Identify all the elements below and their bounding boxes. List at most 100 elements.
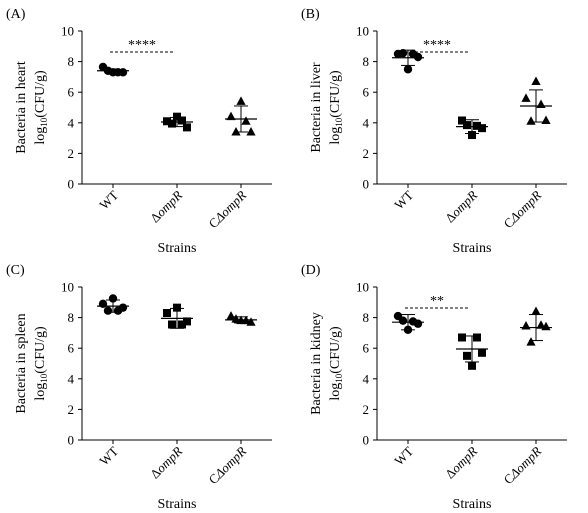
data-point-triangle xyxy=(521,321,531,330)
data-point-square xyxy=(458,116,466,125)
data-point-triangle xyxy=(521,93,531,102)
data-point-square xyxy=(468,361,476,370)
y-axis-title-line1: Bacteria in heart xyxy=(14,61,29,154)
x-tick-label: CΔompR xyxy=(206,443,250,487)
x-tick-label: WT xyxy=(96,443,121,468)
data-point-square xyxy=(458,333,466,342)
data-point-square xyxy=(473,333,481,342)
data-point-square xyxy=(183,317,191,326)
x-axis-title: Strains xyxy=(158,497,197,512)
x-tick-label: ΔompR xyxy=(442,187,480,225)
data-point-square xyxy=(463,351,471,360)
data-point-triangle xyxy=(241,116,251,125)
data-point-square xyxy=(178,320,186,329)
panel-b: (B) 0 2 4 6 8 10 WT ΔompR CΔompR Strains Bacteria i… xyxy=(301,7,567,256)
panel-c: (C) 0 2 4 6 8 10 WT ΔompR CΔompR Strains Bacteria i… xyxy=(6,263,272,512)
data-point-triangle xyxy=(226,111,236,121)
data-point-triangle xyxy=(526,337,536,346)
y-tick-label: 0 xyxy=(363,433,370,448)
panel-label: (C) xyxy=(6,263,25,278)
data-point-circle xyxy=(118,303,128,312)
panel-label: (D) xyxy=(301,263,321,278)
panel-d: (D) 0 2 4 6 8 10 WT ΔompR CΔompR Strains Bacteria i… xyxy=(301,263,567,512)
data-point-circle xyxy=(413,319,423,328)
data-point-circle xyxy=(103,306,113,315)
y-tick-label: 10 xyxy=(61,24,74,39)
data-point-circle xyxy=(98,299,108,309)
panel-label: (A) xyxy=(6,7,26,22)
data-point-circle xyxy=(403,65,413,74)
data-point-square xyxy=(468,131,476,140)
y-axis-title-line1: Bacteria in liver xyxy=(309,62,324,153)
y-tick-label: 6 xyxy=(363,85,370,100)
significance-label: **** xyxy=(128,38,156,53)
panel-label: (B) xyxy=(301,7,320,22)
x-tick-label: CΔompR xyxy=(501,443,545,487)
data-point-square xyxy=(473,121,481,130)
y-tick-label: 10 xyxy=(61,280,74,295)
x-tick-label: ΔompR xyxy=(147,443,185,481)
data-point-triangle xyxy=(536,320,546,329)
significance-label: ** xyxy=(430,294,444,309)
data-point-circle xyxy=(118,68,128,77)
data-point-circle xyxy=(108,294,118,303)
y-tick-label: 4 xyxy=(68,371,75,386)
data-point-triangle xyxy=(531,306,541,315)
y-tick-label: 0 xyxy=(68,433,75,448)
y-axis-title-line1: Bacteria in spleen xyxy=(14,313,29,413)
data-point-triangle xyxy=(526,116,536,125)
data-point-triangle xyxy=(541,115,551,125)
y-tick-label: 8 xyxy=(68,310,75,325)
significance-label: **** xyxy=(423,38,451,53)
data-point-square xyxy=(163,309,171,318)
y-tick-label: 10 xyxy=(356,280,369,295)
data-point-circle xyxy=(413,52,423,62)
data-point-square xyxy=(463,121,471,130)
x-axis-title: Strains xyxy=(158,241,197,256)
y-tick-label: 4 xyxy=(363,115,370,130)
y-axis-title-line1: Bacteria in kidney xyxy=(309,312,324,415)
data-point-triangle xyxy=(246,317,256,326)
y-tick-label: 6 xyxy=(68,341,75,356)
data-point-triangle xyxy=(226,311,236,320)
x-tick-label: WT xyxy=(391,443,416,468)
y-tick-label: 8 xyxy=(363,54,370,69)
y-tick-label: 0 xyxy=(363,177,370,192)
x-tick-label: WT xyxy=(391,187,416,212)
y-axis-title-line2: log10(CFU/g) xyxy=(33,70,49,145)
x-tick-label: ΔompR xyxy=(147,187,185,225)
x-axis-title: Strains xyxy=(453,497,492,512)
x-tick-label: ΔompR xyxy=(442,443,480,481)
y-tick-label: 2 xyxy=(363,402,370,417)
data-point-square xyxy=(478,124,486,133)
y-tick-label: 6 xyxy=(363,341,370,356)
x-tick-label: WT xyxy=(96,187,121,212)
y-tick-label: 8 xyxy=(68,54,75,69)
y-tick-label: 10 xyxy=(356,24,369,39)
data-point-square xyxy=(173,112,181,121)
y-axis-title-line2: log10(CFU/g) xyxy=(328,70,344,145)
data-point-triangle xyxy=(236,96,246,105)
data-point-square xyxy=(173,303,181,312)
y-tick-label: 6 xyxy=(68,85,75,100)
data-point-triangle xyxy=(231,314,241,323)
y-tick-label: 4 xyxy=(68,115,75,130)
y-tick-label: 4 xyxy=(363,371,370,386)
data-point-square xyxy=(163,117,171,126)
data-point-square xyxy=(168,320,176,329)
x-tick-label: CΔompR xyxy=(501,187,545,231)
y-tick-label: 0 xyxy=(68,177,75,192)
data-point-circle xyxy=(398,48,408,58)
y-axis-title-line2: log10(CFU/g) xyxy=(328,326,344,401)
data-point-triangle xyxy=(531,76,541,85)
data-point-circle xyxy=(398,316,408,325)
data-point-square xyxy=(178,116,186,125)
y-tick-label: 2 xyxy=(68,402,75,417)
data-point-square xyxy=(478,348,486,357)
y-tick-label: 2 xyxy=(363,146,370,161)
panel-a: (A) 0 2 4 6 8 10 WT ΔompR CΔompR Strains Bacteria i… xyxy=(6,7,272,256)
data-point-triangle xyxy=(536,99,546,108)
x-axis-title: Strains xyxy=(453,241,492,256)
data-point-square xyxy=(168,119,176,128)
